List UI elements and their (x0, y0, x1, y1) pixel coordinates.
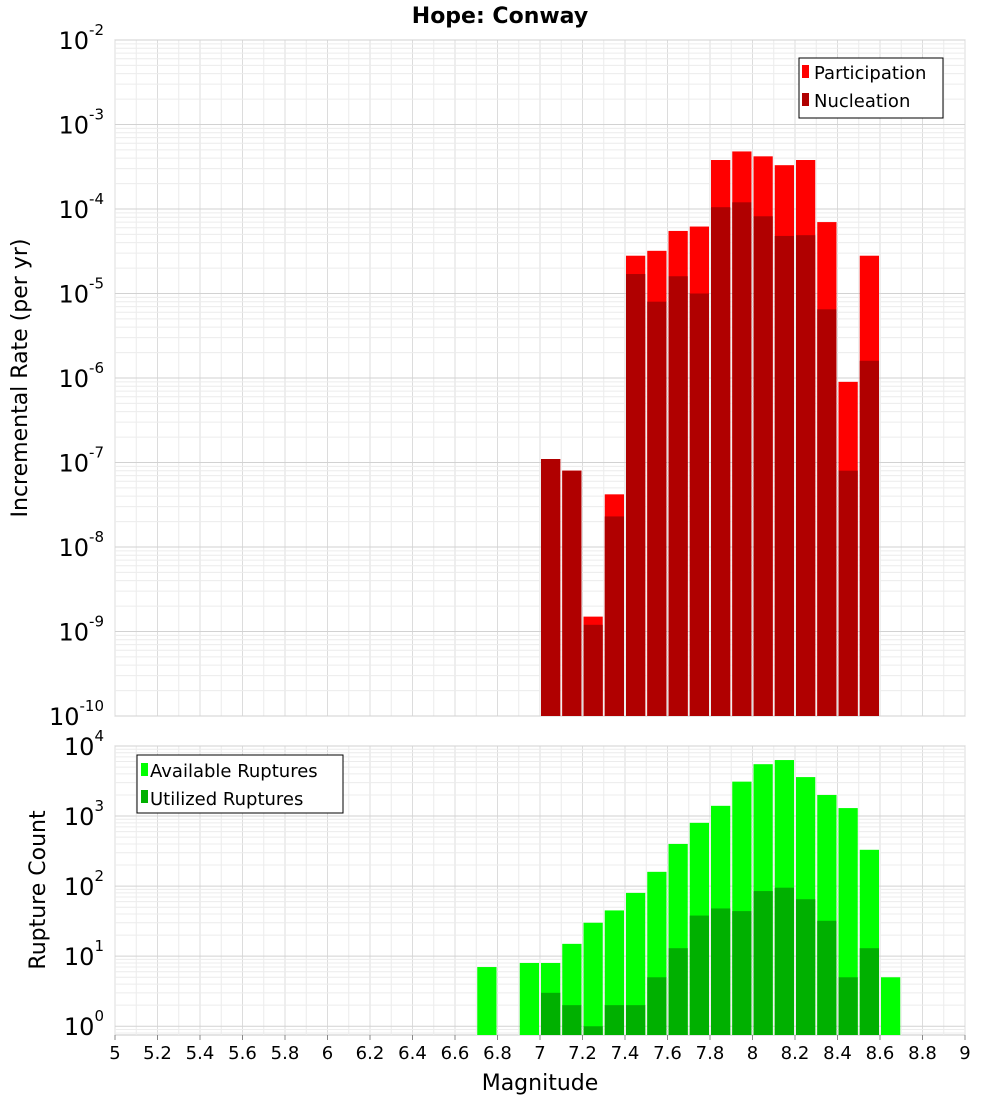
x-tick-labels: 5 5.2 5.4 5.6 5.8 6 6.2 6.4 6.6 6.8 7 7.2 7.4 7.6 7.8 8… (109, 1035, 971, 1064)
x-tick-label: 7.2 (568, 1043, 597, 1064)
x-tick-label: 5.6 (228, 1043, 257, 1064)
bottom-utilized-ruptures-bar (817, 920, 837, 1035)
x-tick-label: 7.6 (653, 1043, 682, 1064)
bottom-y-tick-label: 104 (64, 727, 104, 761)
top-nucleation-bar (668, 276, 688, 716)
x-tick-label: 7.8 (696, 1043, 725, 1064)
bottom-y-tick-label: 103 (64, 797, 104, 831)
top-gridlines (114, 39, 966, 717)
utilized-legend-label: Utilized Ruptures (150, 789, 303, 810)
bottom-utilized-ruptures-bar (689, 915, 709, 1035)
bottom-y-tick-label: 102 (64, 867, 104, 901)
top-nucleation-bar (647, 301, 667, 716)
bottom-legend-box (136, 754, 344, 814)
top-nucleation-bar (732, 202, 752, 716)
top-y-axis-label: Incremental Rate (per yr) (8, 239, 33, 518)
top-nucleation-bar (711, 207, 731, 716)
bottom-utilized-ruptures-bar (541, 992, 561, 1035)
participation-legend-label: Participation (814, 63, 926, 84)
top-nucleation-bar (562, 470, 582, 716)
top-y-tick-labels: 10-10 10-9 10-8 10-7 10-6 10-5 10-4 10-3 10-2 (49, 21, 104, 731)
chart-title: Hope: Conway (412, 4, 588, 29)
top-y-tick-label: 10-5 (58, 275, 104, 309)
bottom-utilized-ruptures-bar (838, 977, 858, 1035)
x-axis-label: Magnitude (482, 1071, 599, 1096)
top-nucleation-bar (583, 624, 603, 716)
top-y-tick-label: 10-7 (58, 444, 104, 478)
x-tick-label: 6 (322, 1043, 333, 1064)
bottom-y-tick-label: 100 (64, 1007, 104, 1041)
top-nucleation-bar (604, 516, 624, 716)
x-tick-label: 5.8 (271, 1043, 300, 1064)
bottom-utilized-ruptures-bar (604, 1005, 624, 1035)
top-legend: Participation Nucleation (798, 57, 944, 119)
x-tick-label: 8.8 (908, 1043, 937, 1064)
top-y-tick-label: 10-10 (49, 697, 104, 731)
available-legend-label: Available Ruptures (150, 761, 318, 782)
bottom-utilized-ruptures-bar (732, 911, 752, 1035)
top-y-tick-label: 10-3 (58, 106, 104, 140)
bottom-legend: Available Ruptures Utilized Ruptures (136, 754, 344, 814)
top-y-tick-label: 10-2 (58, 21, 104, 55)
available-legend-swatch (141, 763, 148, 776)
top-nucleation-bar (541, 459, 561, 716)
bottom-utilized-ruptures-bar (668, 948, 688, 1035)
participation-legend-swatch (802, 65, 809, 78)
top-nucleation-bar (838, 470, 858, 716)
bottom-y-axis-label: Rupture Count (26, 810, 51, 970)
bottom-bars (477, 760, 901, 1035)
x-tick-label: 7 (534, 1043, 545, 1064)
top-legend-box (798, 57, 944, 119)
bottom-available-ruptures-bar (626, 892, 646, 1035)
x-tick-label: 6.6 (441, 1043, 470, 1064)
top-y-tick-label: 10-4 (58, 190, 104, 224)
x-tick-label: 8.2 (781, 1043, 810, 1064)
x-tick-label: 6.2 (356, 1043, 385, 1064)
x-tick-label: 8.4 (823, 1043, 852, 1064)
utilized-legend-swatch (141, 790, 148, 803)
x-tick-label: 5.4 (186, 1043, 215, 1064)
bottom-y-tick-labels: 100 101 102 103 104 (64, 727, 104, 1041)
bottom-y-tick-label: 101 (64, 937, 104, 971)
top-nucleation-bar (817, 309, 837, 716)
bottom-available-ruptures-bar (477, 967, 497, 1035)
x-tick-label: 8.6 (866, 1043, 895, 1064)
top-nucleation-bar (689, 293, 709, 716)
top-nucleation-bar (859, 360, 879, 716)
top-nucleation-bar (753, 216, 773, 717)
bottom-available-ruptures-bar (583, 922, 603, 1035)
bottom-utilized-ruptures-bar (774, 887, 794, 1035)
bottom-available-ruptures-bar (519, 962, 539, 1035)
top-nucleation-bar (626, 274, 646, 716)
bottom-available-ruptures-bar (604, 910, 624, 1035)
bottom-utilized-ruptures-bar (583, 1026, 603, 1035)
x-tick-label: 8 (747, 1043, 758, 1064)
bottom-utilized-ruptures-bar (711, 908, 731, 1035)
top-y-tick-label: 10-9 (58, 613, 104, 647)
top-y-tick-label: 10-6 (58, 359, 104, 393)
top-nucleation-bar (774, 235, 794, 716)
top-y-tick-label: 10-8 (58, 528, 104, 562)
nucleation-legend-swatch (802, 93, 809, 106)
x-tick-label: 6.8 (483, 1043, 512, 1064)
top-bars (541, 151, 879, 717)
x-tick-label: 5.2 (143, 1043, 172, 1064)
bottom-utilized-ruptures-bar (859, 948, 879, 1035)
top-panel: 10-10 10-9 10-8 10-7 10-6 10-5 10-4 10-3 10-2 In… (8, 21, 966, 731)
bottom-available-ruptures-bar (881, 977, 901, 1035)
x-tick-label: 5 (109, 1043, 120, 1064)
bottom-utilized-ruptures-bar (626, 1005, 646, 1035)
x-tick-label: 7.4 (611, 1043, 640, 1064)
bottom-utilized-ruptures-bar (647, 977, 667, 1035)
nucleation-legend-label: Nucleation (814, 91, 910, 112)
bottom-utilized-ruptures-bar (796, 899, 816, 1035)
bottom-utilized-ruptures-bar (562, 1005, 582, 1035)
bottom-panel: 100 101 102 103 104 5 5.2 5.4 5.6 5.8 6 6.2 6.4 6.6 6… (26, 727, 971, 1096)
x-tick-label: 6.4 (398, 1043, 427, 1064)
top-nucleation-bar (796, 235, 816, 716)
bottom-utilized-ruptures-bar (753, 891, 773, 1035)
x-tick-label: 9 (959, 1043, 970, 1064)
